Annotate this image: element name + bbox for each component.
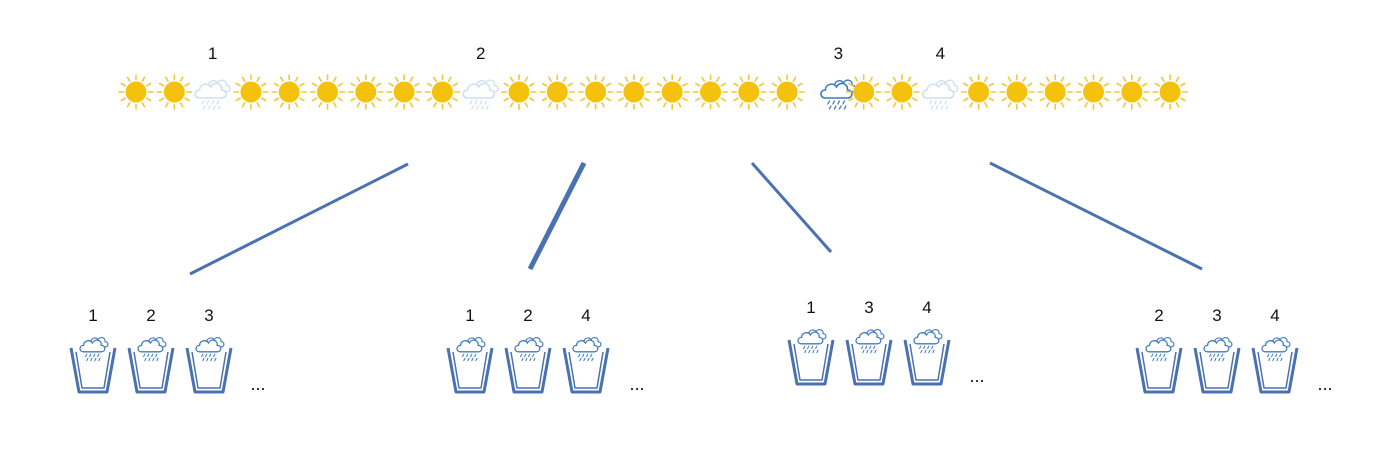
connector-line bbox=[989, 161, 1203, 271]
sun-icon bbox=[309, 74, 346, 110]
sample-label: 3 bbox=[864, 298, 873, 317]
sample-label: 1 bbox=[806, 298, 815, 317]
sun-icon bbox=[271, 74, 308, 110]
rain-cloud-icon bbox=[137, 336, 167, 362]
faded-rain-cloud-icon bbox=[462, 79, 499, 110]
day-label: 3 bbox=[834, 44, 843, 63]
sun-icon bbox=[118, 74, 154, 110]
sample-label: 4 bbox=[581, 306, 590, 325]
sun-icon bbox=[1075, 74, 1112, 110]
cup-icon bbox=[1135, 347, 1183, 394]
day-label: 1 bbox=[208, 44, 217, 63]
sun-icon bbox=[156, 74, 193, 110]
rain-cloud-icon bbox=[797, 328, 827, 354]
sample-group: 2 3 4... bbox=[1135, 306, 1333, 394]
sun-icon bbox=[960, 74, 997, 110]
sun-icon bbox=[730, 74, 767, 110]
sample-group: 1 2 3... bbox=[69, 306, 266, 394]
sun-icon bbox=[386, 74, 422, 110]
sample-label: 1 bbox=[465, 306, 474, 325]
rain-cloud-icon bbox=[1261, 336, 1291, 362]
ellipsis: ... bbox=[1317, 374, 1332, 394]
sample-groups: 1 2 3... 1 2 4... 1 3 4... 2 3 4... bbox=[69, 298, 1333, 394]
ellipsis: ... bbox=[629, 374, 644, 394]
faded-rain-cloud-icon bbox=[921, 79, 959, 110]
ellipsis: ... bbox=[250, 374, 265, 394]
day-label: 4 bbox=[936, 44, 945, 63]
sun-icon bbox=[1114, 74, 1150, 110]
cup-icon bbox=[787, 339, 835, 386]
connector-line bbox=[527, 161, 587, 271]
cup-icon bbox=[903, 339, 951, 386]
sample-label: 2 bbox=[1154, 306, 1163, 325]
connector-line bbox=[750, 162, 833, 253]
sample-label: 4 bbox=[1270, 306, 1279, 325]
sun-icon bbox=[616, 74, 652, 110]
sample-label: 2 bbox=[146, 306, 155, 325]
cup-icon bbox=[562, 347, 610, 394]
rain-cloud-icon bbox=[1145, 336, 1175, 362]
ellipsis: ... bbox=[969, 366, 984, 386]
sun-icon bbox=[692, 74, 729, 110]
cup-icon bbox=[69, 347, 117, 394]
sample-group: 1 3 4... bbox=[787, 298, 985, 386]
rain-cloud-icon bbox=[855, 328, 885, 354]
rain-cloud-icon bbox=[820, 79, 857, 110]
sun-icon bbox=[347, 74, 384, 110]
cup-icon bbox=[185, 347, 233, 394]
cup-icon bbox=[504, 347, 552, 394]
sun-icon bbox=[1152, 74, 1188, 110]
rain-cloud-icon bbox=[514, 336, 544, 362]
weather-sequence: 1 2 3 4 bbox=[118, 44, 1188, 110]
connector-lines bbox=[189, 161, 1203, 276]
sun-icon bbox=[1037, 74, 1073, 110]
sun-icon bbox=[577, 74, 614, 110]
cup-icon bbox=[1251, 347, 1299, 394]
connector-line bbox=[189, 162, 409, 276]
sun-icon bbox=[654, 74, 691, 110]
sun-icon bbox=[424, 74, 461, 110]
cup-icon bbox=[1193, 347, 1241, 394]
sun-icon bbox=[539, 74, 576, 110]
cup-icon bbox=[127, 347, 175, 394]
rain-cloud-icon bbox=[195, 336, 225, 362]
sample-label: 4 bbox=[922, 298, 931, 317]
rain-cloud-icon bbox=[572, 336, 602, 362]
rain-cloud-icon bbox=[1203, 336, 1233, 362]
sample-label: 1 bbox=[88, 306, 97, 325]
rain-cloud-icon bbox=[79, 336, 109, 362]
sun-icon bbox=[501, 74, 537, 110]
cup-icon bbox=[845, 339, 893, 386]
rain-cloud-icon bbox=[913, 328, 943, 354]
cup-icon bbox=[446, 347, 494, 394]
sample-group: 1 2 4... bbox=[446, 306, 645, 394]
sample-label: 3 bbox=[204, 306, 213, 325]
sun-icon bbox=[884, 74, 920, 110]
sample-label: 3 bbox=[1212, 306, 1221, 325]
sun-icon bbox=[845, 74, 882, 110]
faded-rain-cloud-icon bbox=[194, 79, 231, 110]
sun-icon bbox=[769, 74, 805, 110]
sun-icon bbox=[233, 74, 269, 110]
sample-label: 2 bbox=[523, 306, 532, 325]
sun-icon bbox=[999, 74, 1035, 110]
rain-cloud-icon bbox=[456, 336, 486, 362]
day-label: 2 bbox=[476, 44, 485, 63]
